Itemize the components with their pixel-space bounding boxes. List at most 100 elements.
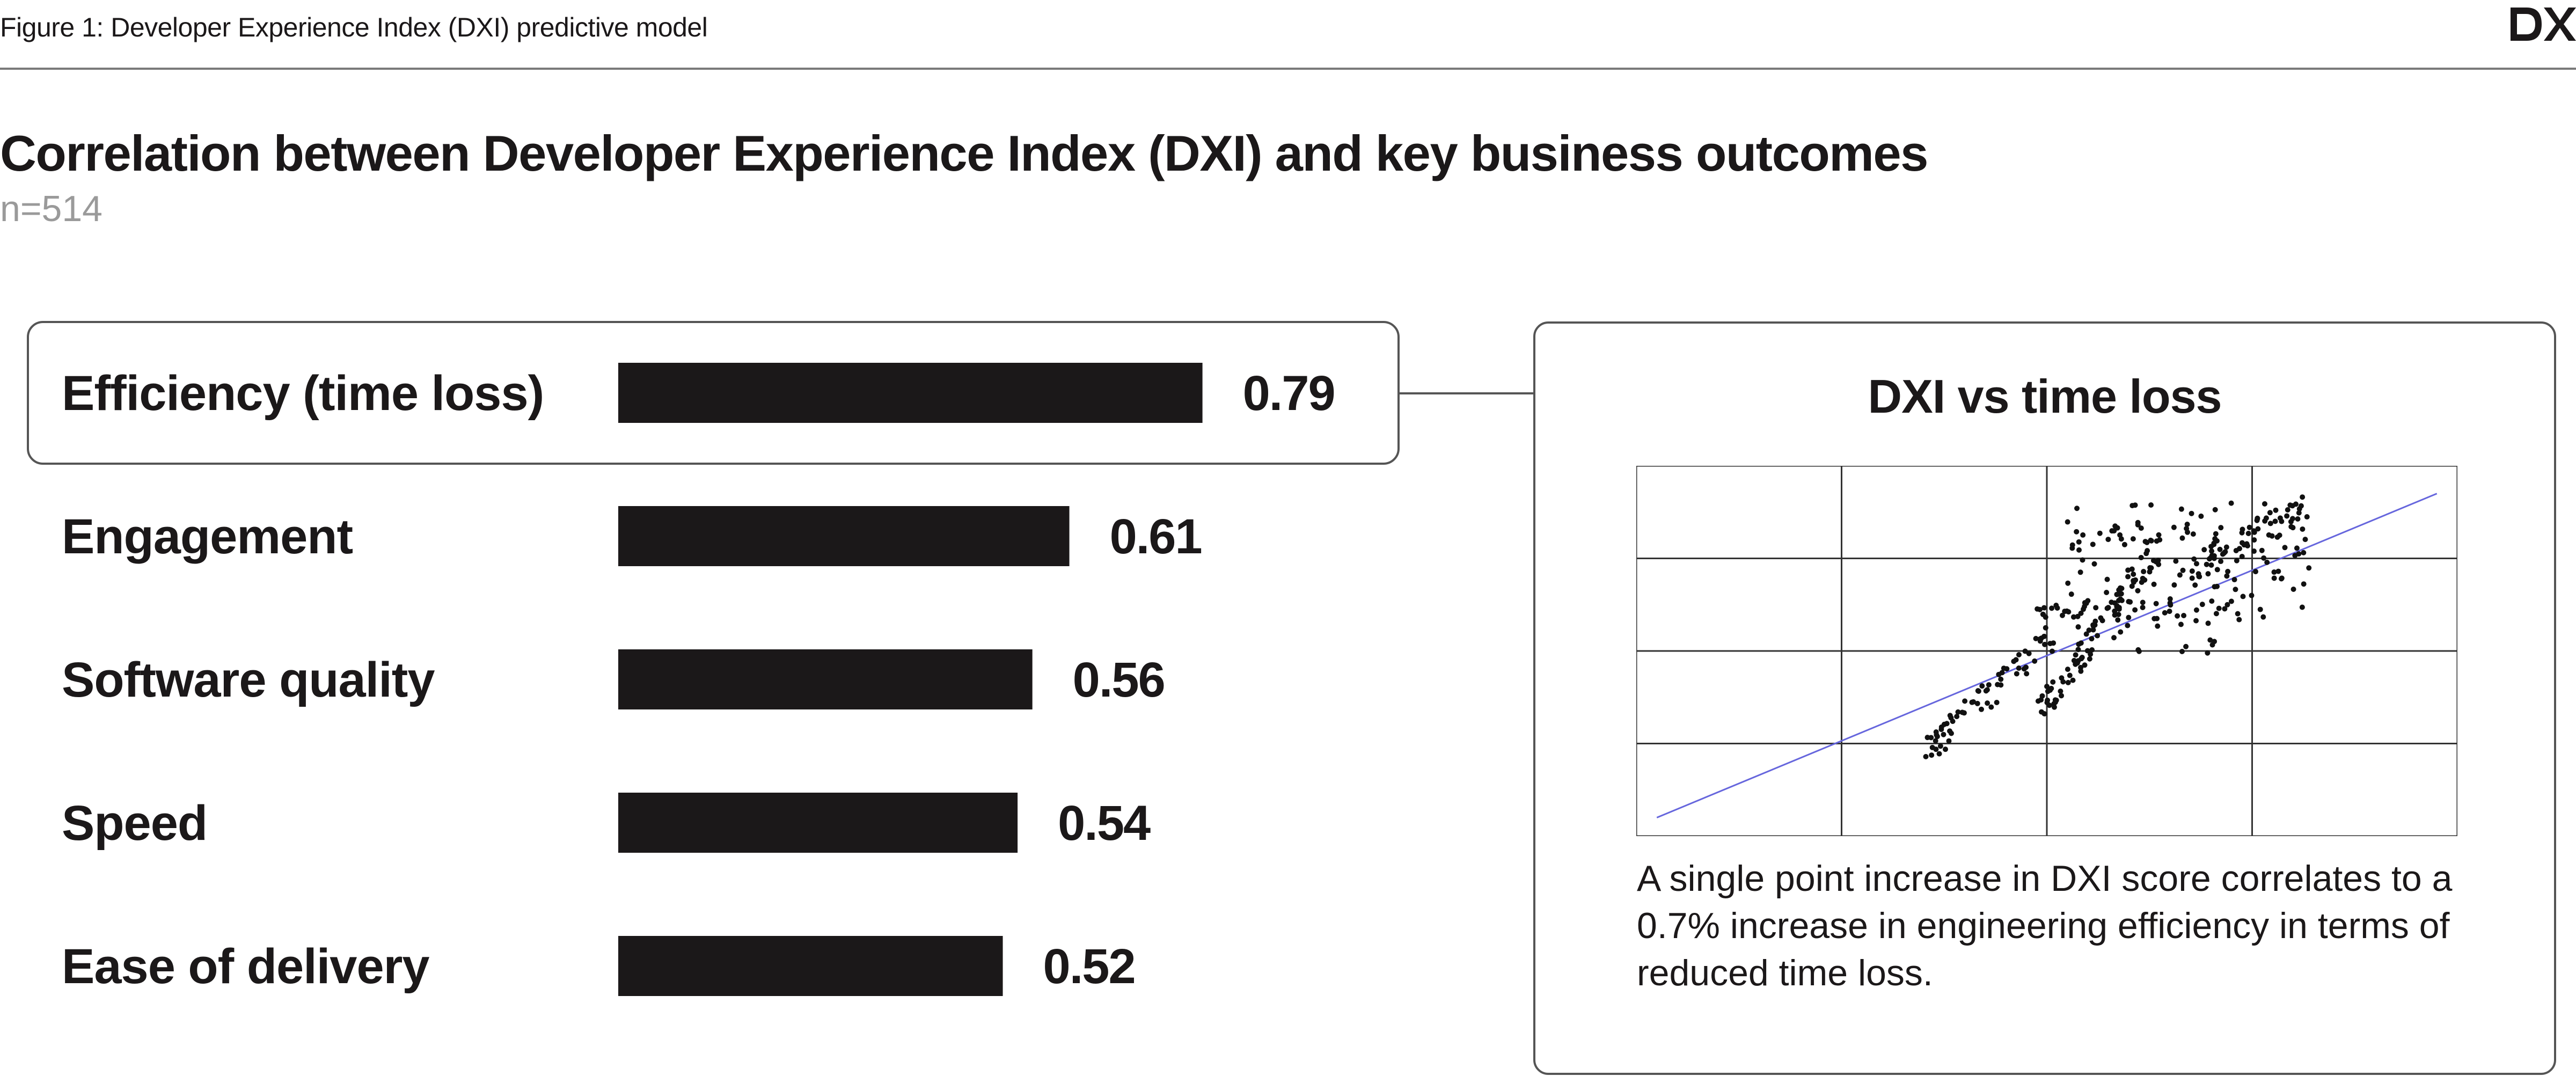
scatter-point (2299, 604, 2305, 610)
scatter-point (1929, 752, 1935, 758)
scatter-point (1941, 731, 1946, 737)
scatter-point (2301, 581, 2307, 587)
connector-line (1400, 392, 1534, 394)
scatter-point (2126, 598, 2132, 604)
scatter-point (2118, 629, 2124, 635)
scatter-point (1944, 721, 1950, 727)
scatter-point (2282, 545, 2288, 551)
scatter-point (2032, 658, 2038, 664)
scatter-point (2112, 523, 2118, 529)
scatter-point (2054, 605, 2060, 611)
scatter-point (2082, 600, 2088, 606)
scatter-point (2143, 551, 2149, 557)
scatter-point (2126, 614, 2132, 620)
scatter-point (2065, 679, 2071, 685)
scatter-point (2261, 555, 2267, 561)
scatter-point (2086, 627, 2092, 633)
bar (618, 936, 1003, 996)
scatter-point (2078, 668, 2084, 674)
scatter-point (2093, 605, 2099, 611)
scatter-point (2105, 605, 2111, 611)
scatter-point (2016, 665, 2022, 671)
scatter-point (2044, 700, 2050, 706)
scatter-point (2212, 584, 2218, 590)
scatter-point (1933, 738, 1938, 744)
scatter-point (2292, 553, 2298, 559)
bar-value-label: 0.61 (1110, 509, 1202, 564)
scatter-point (2083, 631, 2089, 637)
scatter-point (1955, 709, 1961, 715)
scatter-point (2104, 576, 2110, 582)
scatter-point (1996, 671, 2002, 677)
scatter-point (2060, 679, 2066, 685)
scatter-point (1924, 735, 1930, 741)
scatter-point (2125, 567, 2131, 573)
scatter-point (2193, 561, 2199, 567)
scatter-point (2090, 622, 2096, 628)
scatter-point (2180, 567, 2186, 573)
scatter-point (2091, 561, 2097, 567)
scatter-point (2272, 518, 2278, 524)
scatter-point (2302, 537, 2308, 543)
bar-value-label: 0.79 (1243, 366, 1335, 421)
scatter-point (1986, 682, 1992, 688)
scatter-point (2070, 614, 2076, 620)
scatter-point (2190, 531, 2196, 537)
scatter-point (2189, 575, 2195, 581)
scatter-point (2116, 606, 2122, 612)
scatter-point (2050, 679, 2056, 685)
scatter-point (2095, 633, 2101, 639)
scatter-panel: DXI vs time loss A single point increase… (1533, 321, 2556, 1075)
bar-value-label: 0.54 (1058, 796, 1151, 851)
scatter-point (2140, 599, 2146, 605)
scatter-point (2138, 525, 2144, 531)
scatter-point (1954, 714, 1960, 720)
scatter-point (2155, 558, 2161, 563)
scatter-point (2148, 502, 2154, 508)
scatter-point (2175, 613, 2180, 619)
scatter-point (2214, 567, 2220, 573)
scatter-point (2109, 528, 2115, 534)
scatter-point (2089, 636, 2095, 642)
scatter-point (2207, 637, 2213, 643)
scatter-point (2138, 554, 2144, 560)
scatter-point (2193, 607, 2199, 613)
scatter-point (2257, 606, 2263, 612)
scatter-note: A single point increase in DXI score cor… (1637, 858, 2453, 993)
scatter-point (2147, 565, 2153, 571)
scatter-point (1983, 688, 1989, 694)
scatter-point (2251, 528, 2257, 534)
scatter-point (2212, 536, 2218, 541)
scatter-point (2167, 609, 2172, 614)
scatter-point (2211, 555, 2217, 561)
scatter-point (2090, 541, 2096, 547)
dx-logo-icon (2511, 8, 2576, 41)
scatter-point (2089, 647, 2095, 653)
scatter-point (1974, 700, 1980, 706)
dxi-vs-time-loss-scatter (1636, 466, 2457, 836)
scatter-point (1975, 688, 1981, 694)
scatter-point (2076, 547, 2082, 553)
scatter-point (2167, 596, 2173, 602)
scatter-point (1929, 744, 1935, 750)
scatter-point (2109, 599, 2114, 605)
scatter-point (2262, 518, 2268, 524)
scatter-point (2038, 697, 2044, 703)
scatter-point (1947, 713, 1953, 719)
scatter-point (2249, 592, 2255, 598)
scatter-point (2224, 573, 2230, 579)
scatter-title: DXI vs time loss (1868, 370, 2222, 423)
scatter-point (2075, 647, 2081, 653)
scatter-point (1946, 738, 1952, 744)
scatter-point (2218, 525, 2224, 531)
scatter-points (1923, 494, 2312, 759)
scatter-point (2079, 655, 2085, 661)
scatter-point (2037, 606, 2043, 612)
scatter-point (2040, 611, 2046, 617)
scatter-point (2076, 539, 2082, 545)
scatter-point (2254, 517, 2260, 523)
scatter-point (2141, 569, 2147, 575)
scatter-point (2205, 620, 2211, 626)
scatter-point (2157, 537, 2163, 543)
scatter-point (2156, 532, 2162, 538)
